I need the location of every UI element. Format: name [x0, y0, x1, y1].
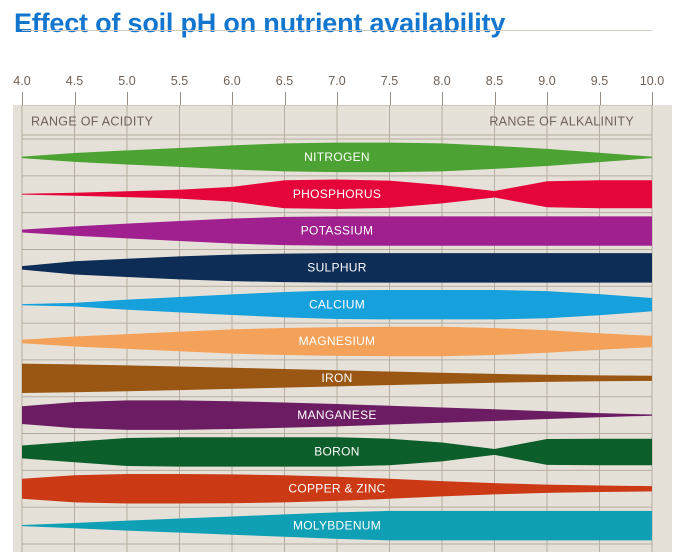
nutrient-band	[22, 363, 652, 394]
axis-tick-mark	[389, 92, 391, 105]
nutrient-band-label: BORON	[314, 445, 360, 459]
nutrient-band	[22, 179, 652, 209]
axis-tick-label: 6.5	[275, 74, 294, 88]
nutrient-band-label: SULPHUR	[307, 261, 366, 275]
nutrient-band-label: MOLYBDENUM	[293, 518, 381, 532]
axis-tick-label: 9.5	[590, 74, 609, 88]
axis-tick-mark	[284, 92, 286, 105]
nutrient-band-label: PHOSPHORUS	[293, 187, 381, 201]
nutrient-band	[22, 474, 652, 504]
axis-tick-mark	[494, 92, 496, 105]
axis-tick-mark	[652, 92, 653, 105]
nutrient-band	[22, 216, 652, 246]
nutrient-band-label: IRON	[321, 371, 352, 385]
nutrient-band	[22, 142, 652, 173]
page-title: Effect of soil pH on nutrient availabili…	[14, 8, 506, 38]
axis-tick-label: 5.5	[170, 74, 189, 88]
axis-tick-mark	[547, 92, 548, 105]
axis-tick-mark	[179, 92, 181, 105]
axis-tick-mark	[22, 92, 23, 105]
axis-tick-label: 4.0	[13, 74, 31, 88]
axis-tick-mark	[127, 92, 128, 105]
range-of-alkalinity-label: RANGE OF ALKALINITY	[489, 114, 634, 128]
axis-tick-label: 7.5	[380, 74, 399, 88]
axis-tick-label: 10.0	[639, 74, 665, 88]
nutrient-band-label: POTASSIUM	[301, 224, 374, 238]
nutrient-band-label: MAGNESIUM	[299, 334, 376, 348]
axis-tick-label: 4.5	[65, 74, 84, 88]
range-of-acidity-label: RANGE OF ACIDITY	[31, 114, 154, 128]
nutrient-band	[22, 510, 652, 541]
grid-lines	[21, 105, 653, 552]
nutrient-band-label: MANGANESE	[297, 408, 376, 422]
axis-tick-label: 9.0	[538, 74, 556, 88]
axis-tick-mark	[74, 92, 76, 105]
axis-tick-mark	[232, 92, 233, 105]
axis-tick-mark	[442, 92, 443, 105]
nutrient-band-label: COPPER & ZINC	[288, 481, 385, 495]
nutrient-band-label: NITROGEN	[304, 150, 370, 164]
axis-baseline	[22, 30, 652, 31]
nutrient-band	[22, 326, 652, 357]
nutrient-band	[22, 400, 652, 430]
plot-panel: NITROGEN PHOSPHORUS POTASSIUM SULPHUR CALCIU…	[13, 105, 672, 552]
nutrient-band	[22, 437, 652, 467]
nutrient-band	[22, 289, 652, 320]
axis-tick-mark	[337, 92, 338, 105]
axis-tick-label: 6.0	[223, 74, 241, 88]
axis-tick-label: 7.0	[328, 74, 346, 88]
axis-tick-label: 8.0	[433, 74, 451, 88]
axis-tick-label: 8.5	[485, 74, 504, 88]
axis-tick-label: 5.0	[118, 74, 136, 88]
axis-tick-mark	[599, 92, 601, 105]
nutrient-bands: NITROGEN PHOSPHORUS POTASSIUM SULPHUR CALCIU…	[22, 142, 652, 541]
ph-axis: 4.0 4.5 5.0 5.5 6.0 6.5 7.0 7.5 8.0 8.5 9.0 9.5 10.0	[0, 74, 685, 106]
nutrient-band-label: CALCIUM	[309, 297, 365, 311]
nutrient-band	[22, 253, 652, 283]
nutrient-band-chart: NITROGEN PHOSPHORUS POTASSIUM SULPHUR CALCIU…	[21, 105, 653, 552]
